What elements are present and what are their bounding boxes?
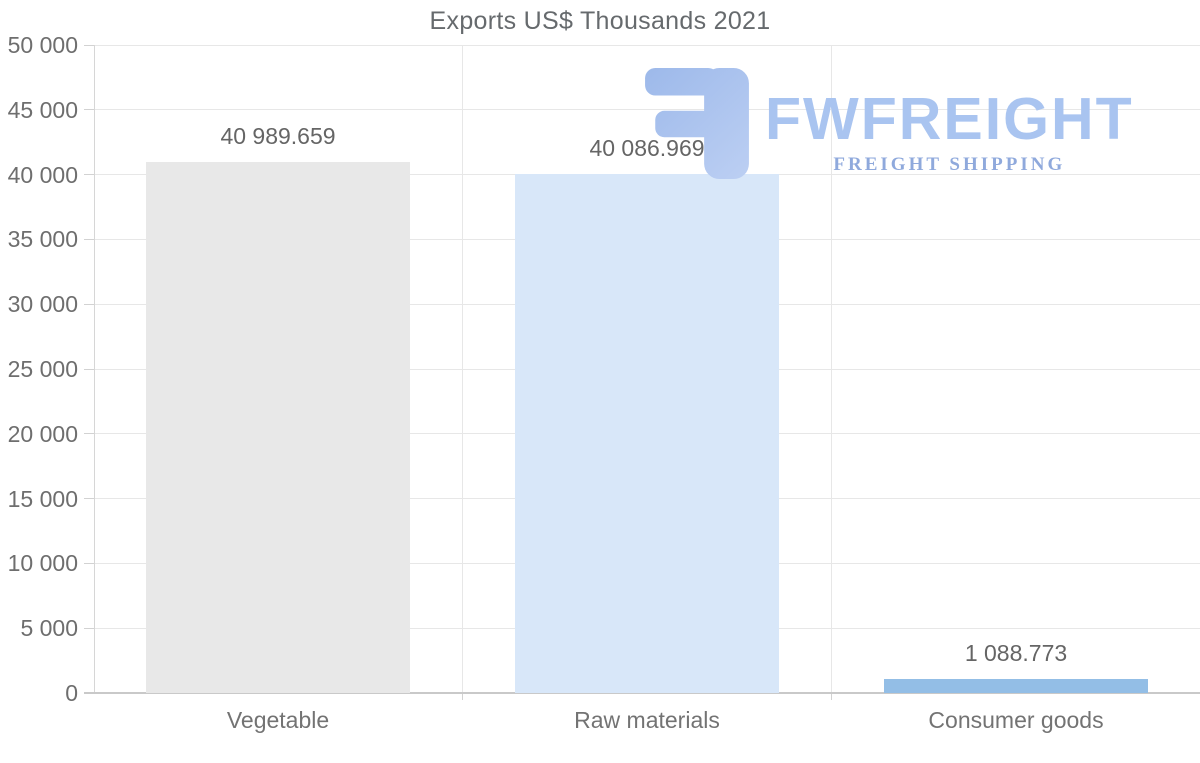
y-tick-label: 10 000	[7, 550, 78, 577]
y-tick-label: 20 000	[7, 420, 78, 447]
y-axis-tick	[84, 174, 94, 176]
y-tick-label: 35 000	[7, 226, 78, 253]
bar	[146, 161, 410, 693]
fwfreight-logo-icon	[645, 68, 749, 179]
y-tick-label: 40 000	[7, 161, 78, 188]
y-axis-tick	[84, 44, 94, 46]
watermark-tagline: FREIGHT SHIPPING	[833, 154, 1066, 175]
y-tick-label: 45 000	[7, 96, 78, 123]
y-axis-tick	[84, 303, 94, 305]
y-axis-tick	[84, 368, 94, 370]
bar-value-label: 1 088.773	[964, 639, 1068, 666]
watermark: FWFREIGHT FREIGHT SHIPPING	[645, 66, 1134, 179]
y-tick-label: 5 000	[20, 615, 78, 642]
y-tick-label: 50 000	[7, 32, 78, 58]
bar-value-label: 40 086.969	[589, 134, 705, 161]
x-axis-line	[84, 692, 1200, 694]
y-tick-label: 25 000	[7, 356, 78, 382]
y-axis-tick	[84, 238, 94, 240]
gridline	[94, 109, 1200, 111]
y-axis-tick	[84, 433, 94, 435]
watermark-brand: FWFREIGHT	[765, 86, 1134, 152]
x-axis-tick	[830, 693, 832, 700]
y-tick-label: 30 000	[7, 291, 78, 318]
category-label: Consumer goods	[928, 707, 1104, 733]
y-tick-label: 15 000	[7, 485, 78, 512]
x-axis-tick	[462, 693, 464, 700]
bar-value-label: 40 989.659	[220, 122, 336, 149]
y-axis-tick	[84, 627, 94, 629]
watermark-text: FWFREIGHT FREIGHT SHIPPING	[765, 66, 1134, 175]
category-separator	[462, 45, 464, 693]
bar	[515, 173, 779, 693]
category-label: Raw materials	[574, 707, 720, 733]
y-axis-tick	[84, 109, 94, 111]
y-axis-tick	[84, 562, 94, 564]
category-separator	[830, 45, 832, 693]
gridline	[94, 44, 1200, 46]
y-axis-tick	[84, 498, 94, 500]
bar	[884, 678, 1148, 693]
y-tick-label: 0	[65, 680, 78, 706]
y-axis-line	[94, 45, 95, 693]
category-label: Vegetable	[226, 707, 330, 733]
chart-title: Exports US$ Thousands 2021	[429, 7, 771, 35]
